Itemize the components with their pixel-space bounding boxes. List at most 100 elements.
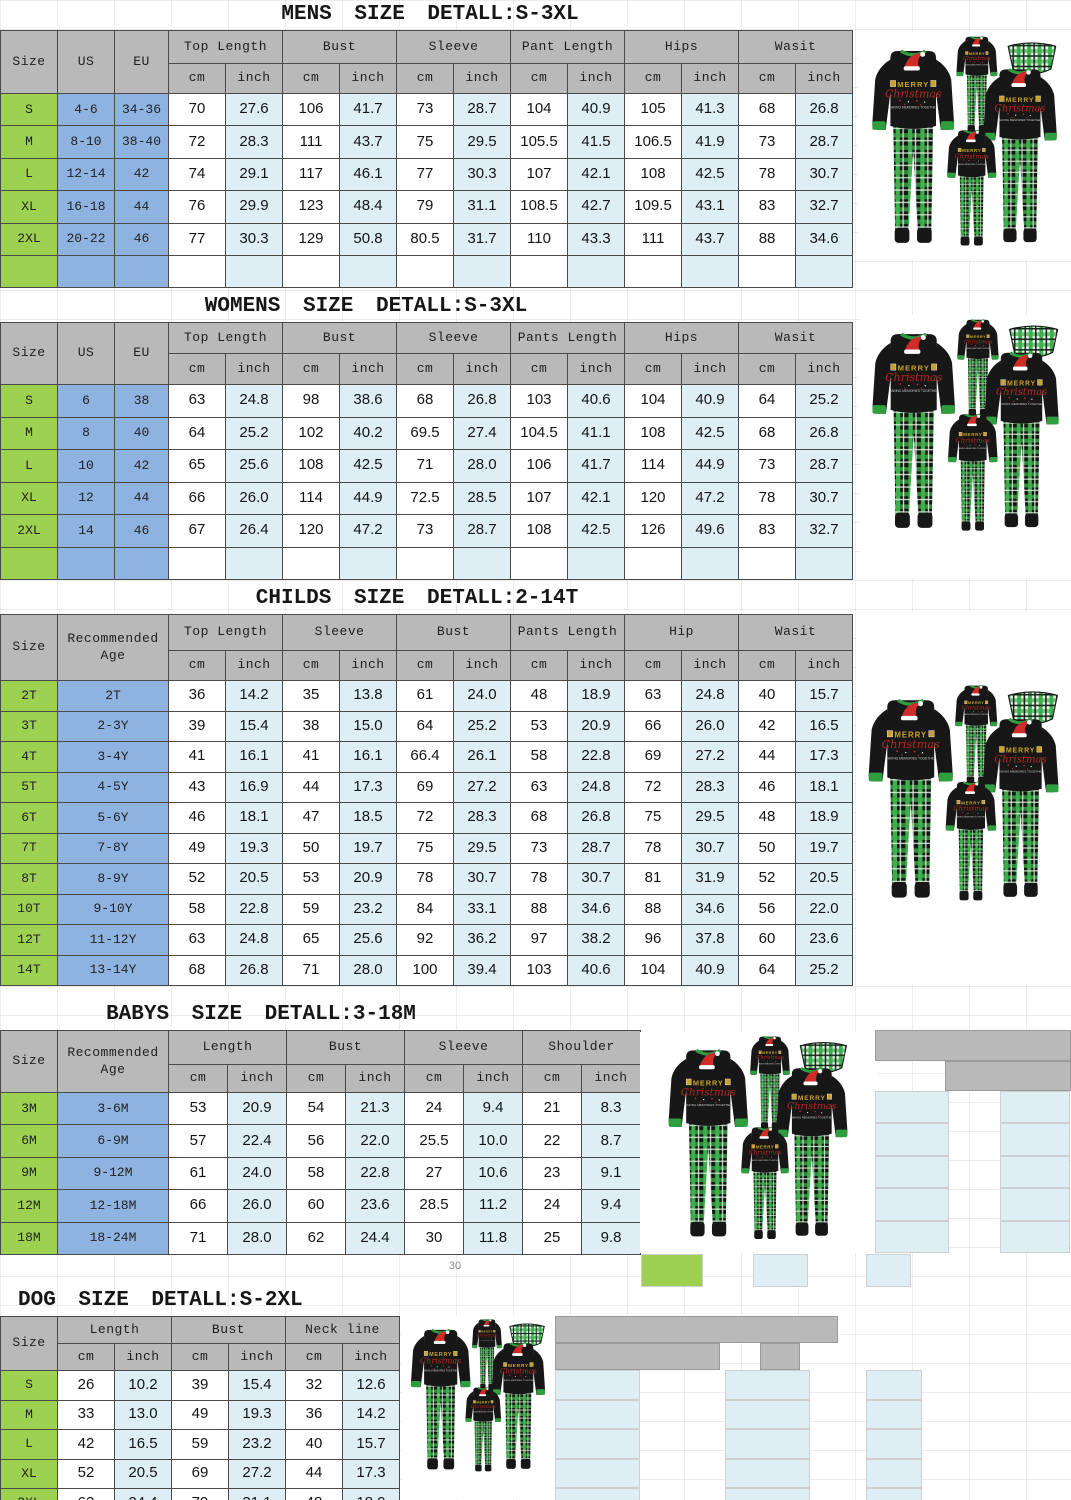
measurement-cell: 126	[624, 514, 683, 548]
measurement-cell: 23.6	[345, 1189, 405, 1223]
measurement-cell: 78	[738, 157, 797, 192]
family-pajamas-photo: MERRY Christmas MAKING MEMORIES TOGETHER	[856, 680, 1071, 916]
measurement-cell: 20.5	[224, 863, 284, 895]
measurement-cell: 54	[286, 1091, 346, 1126]
mens-title: MENS SIZE DETALL:S-3XL	[281, 3, 579, 26]
measurement-cell: 42.1	[567, 157, 626, 192]
measurement-cell: 47	[282, 802, 341, 834]
unit-header: inch	[681, 63, 740, 94]
column-header: Recommended Age	[57, 1030, 169, 1093]
measurement-cell: 111	[624, 222, 683, 256]
unit-header: cm	[282, 353, 341, 385]
left-value-cell: 38	[114, 384, 169, 418]
empty-cell	[725, 1488, 810, 1500]
measurement-cell: 27.2	[228, 1458, 286, 1489]
unit-header: cm	[282, 63, 341, 94]
measurement-cell: 9.1	[580, 1156, 642, 1191]
empty-cell	[641, 1254, 703, 1287]
measurement-cell: 15.4	[224, 710, 284, 742]
empty-cell	[875, 1155, 949, 1189]
left-value-cell: 34-36	[114, 92, 169, 127]
measurement-cell: 60	[738, 924, 797, 956]
measurement-cell: 15.0	[339, 710, 398, 742]
measurement-cell: 40	[285, 1429, 343, 1460]
measurement-cell: 40.6	[567, 954, 626, 986]
corner-header: Size	[0, 614, 58, 681]
left-value-cell: 7-8Y	[57, 832, 169, 864]
group-header: Hip	[624, 614, 740, 651]
size-cell: 3T	[0, 710, 58, 742]
measurement-cell: 24.8	[224, 924, 284, 956]
measurement-cell: 49	[171, 1399, 229, 1430]
size-cell: 9M	[0, 1156, 58, 1191]
measurement-cell: 39	[168, 710, 226, 742]
empty-cell	[875, 1030, 1071, 1061]
measurement-cell: 103	[510, 384, 569, 418]
measurement-cell: 120	[624, 481, 683, 515]
measurement-cell: 30.3	[453, 157, 512, 192]
size-cell: S	[0, 384, 58, 418]
unit-header: inch	[453, 650, 512, 681]
measurement-cell: 62	[286, 1221, 346, 1255]
group-header: Bust	[282, 322, 398, 354]
measurement-cell: 75	[396, 125, 455, 159]
measurement-cell: 32.7	[795, 514, 854, 548]
measurement-cell: 40	[738, 680, 797, 712]
group-header: Pants Length	[510, 322, 626, 354]
measurement-cell: 26.8	[567, 802, 626, 834]
measurement-cell: 24.8	[224, 384, 284, 418]
measurement-cell: 31.9	[681, 863, 740, 895]
measurement-cell: 52	[168, 863, 226, 895]
measurement-cell: 129	[282, 222, 341, 256]
womens-title: WOMENS SIZE DETALL:S-3XL	[204, 295, 528, 318]
size-row: 12M 12-18M 66 26.0 60 23.6 28.5 11.2 24 9.4	[0, 1189, 642, 1223]
measurement-cell: 64	[738, 954, 797, 986]
measurement-cell: 28.7	[453, 514, 512, 548]
size-cell: M	[0, 1399, 58, 1430]
measurement-cell: 47.2	[681, 481, 740, 515]
left-value-cell: 10	[57, 449, 115, 483]
measurement-cell: 26.4	[224, 514, 284, 548]
empty-row	[0, 254, 854, 289]
unit-header: cm	[404, 1064, 464, 1093]
measurement-cell: 15.7	[795, 680, 854, 712]
measurement-cell: 44.9	[339, 481, 398, 515]
unit-header: cm	[510, 353, 569, 385]
left-value-cell: 46	[114, 514, 169, 548]
measurement-cell: 23.6	[795, 924, 854, 956]
dog-product-photo: MERRY Christmas MAKING MEMORIES TOGETHER	[402, 1316, 554, 1499]
size-row: 3M 3-6M 53 20.9 54 21.3 24 9.4 21 8.3	[0, 1091, 642, 1126]
unit-header: inch	[681, 650, 740, 681]
unit-header: cm	[286, 1064, 346, 1093]
measurement-cell: 16.5	[114, 1429, 172, 1460]
measurement-cell: 26.8	[795, 92, 854, 127]
measurement-cell: 17.3	[339, 771, 398, 803]
measurement-cell: 25.2	[453, 710, 512, 742]
measurement-cell: 33.1	[453, 893, 512, 925]
measurement-cell: 25.2	[224, 416, 284, 450]
measurement-cell: 77	[396, 157, 455, 192]
measurement-cell: 22.0	[345, 1124, 405, 1158]
size-row: 18M 18-24M 71 28.0 62 24.4 30 11.8 25 9.8	[0, 1221, 642, 1255]
measurement-cell: 41.5	[567, 125, 626, 159]
measurement-cell: 30.3	[224, 222, 284, 256]
size-cell: 12M	[0, 1189, 58, 1223]
size-cell: 8T	[0, 863, 58, 895]
unit-header: inch	[795, 353, 854, 385]
size-row: XL 16-18 44 76 29.9 123 48.4 79 31.1 108.5 42.7 109…	[0, 190, 854, 224]
measurement-cell: 68	[510, 802, 569, 834]
measurement-cell: 53	[510, 710, 569, 742]
measurement-cell: 42	[738, 710, 797, 742]
measurement-cell: 28.0	[227, 1221, 287, 1255]
measurement-cell: 28.7	[795, 125, 854, 159]
measurement-cell: 44	[282, 771, 341, 803]
left-value-cell: 5-6Y	[57, 802, 169, 834]
measurement-cell	[453, 254, 512, 289]
measurement-cell: 65	[282, 924, 341, 956]
measurement-cell: 25.6	[339, 924, 398, 956]
group-header: Sleeve	[396, 322, 512, 354]
measurement-cell: 20.5	[795, 863, 854, 895]
unit-header: inch	[463, 1064, 523, 1093]
size-cell	[0, 546, 58, 580]
measurement-cell	[224, 546, 284, 580]
